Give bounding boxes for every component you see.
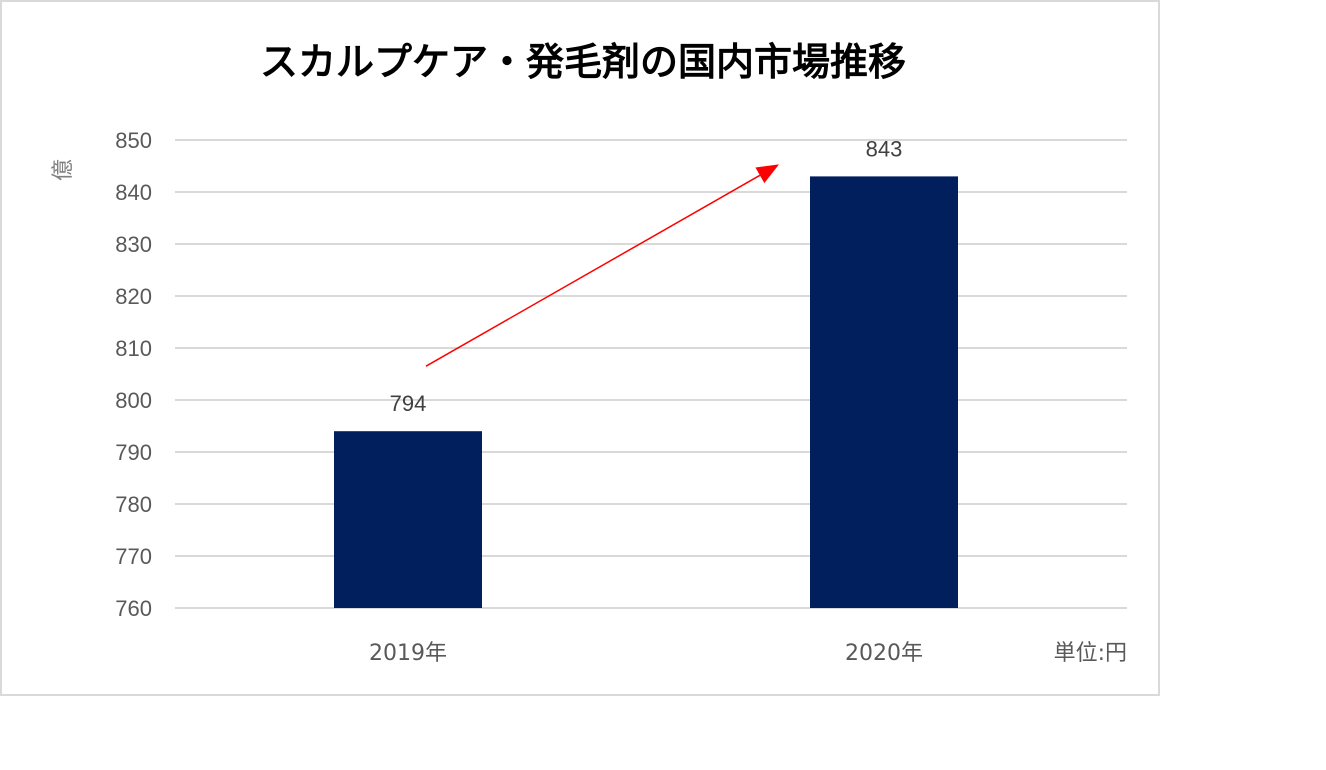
category-labels: 2019年 2020年 (369, 641, 923, 666)
bar (810, 176, 958, 608)
trend-arrow-line (425, 174, 761, 367)
y-tick-label: 810 (115, 336, 152, 361)
bar (334, 431, 482, 608)
y-tick-label: 840 (115, 180, 152, 205)
y-tick-label: 830 (115, 232, 152, 257)
y-tick-label: 770 (115, 544, 152, 569)
y-tick-label: 820 (115, 284, 152, 309)
chart-title: スカルプケア・発毛剤の国内市場推移 (260, 40, 906, 84)
data-label: 843 (866, 136, 903, 161)
y-tick-labels: 760 770 780 790 800 810 820 830 840 850 (115, 128, 152, 621)
data-labels: 794 843 (390, 136, 903, 416)
category-label: 2020年 (845, 641, 923, 666)
y-tick-label: 760 (115, 596, 152, 621)
trend-arrow (425, 164, 779, 367)
y-tick-label: 850 (115, 128, 152, 153)
trend-arrow-head (755, 164, 779, 184)
data-label: 794 (390, 391, 427, 416)
y-tick-label: 780 (115, 492, 152, 517)
bars (334, 176, 958, 608)
unit-note: 単位:円 (1054, 641, 1127, 666)
y-axis-label: 億 (51, 159, 76, 181)
y-tick-label: 790 (115, 440, 152, 465)
category-label: 2019年 (369, 641, 447, 666)
bar-chart: スカルプケア・発毛剤の国内市場推移 億 760 770 780 790 800 810 82… (51, 40, 1127, 666)
y-tick-label: 800 (115, 388, 152, 413)
gridlines (175, 139, 1127, 609)
